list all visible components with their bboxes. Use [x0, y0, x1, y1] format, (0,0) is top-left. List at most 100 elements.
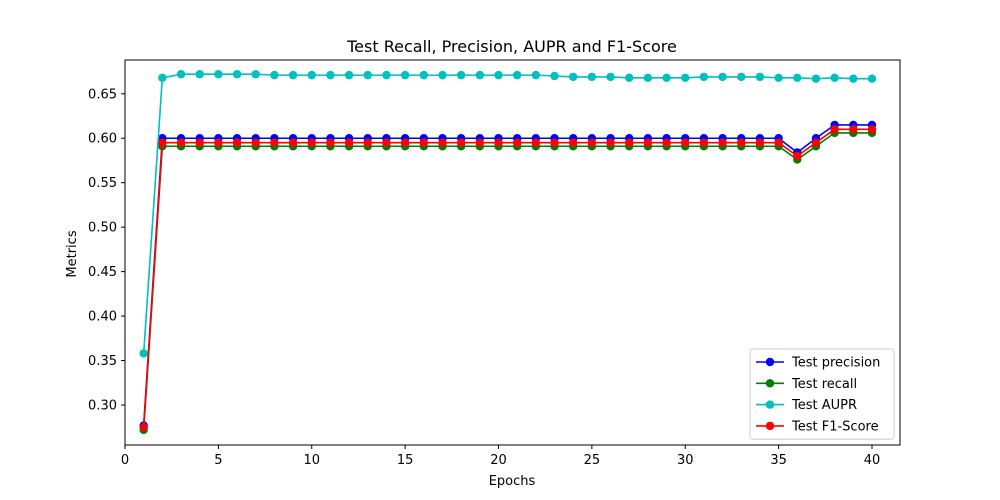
data-point [326, 70, 335, 80]
plot-area [124, 59, 901, 446]
legend-label: Test AUPR [791, 398, 857, 413]
data-point [195, 70, 204, 79]
data-point [251, 138, 260, 147]
legend-box [749, 348, 895, 440]
data-point [288, 138, 298, 147]
data-point [214, 138, 223, 147]
y-tick-label: 0.40 [88, 310, 117, 325]
data-point [606, 138, 615, 147]
data-point [793, 73, 802, 82]
x-tick-label: 35 [770, 453, 787, 468]
series-test-f1-score [139, 125, 877, 432]
data-point [625, 138, 634, 147]
data-point [475, 138, 485, 147]
data-point [400, 138, 410, 147]
data-point [158, 138, 167, 147]
data-point [531, 70, 541, 80]
data-point [755, 138, 765, 147]
data-point [344, 138, 354, 147]
data-point [195, 138, 204, 147]
series-test-aupr [139, 70, 877, 358]
series-group [139, 70, 877, 435]
legend-marker [765, 400, 775, 409]
data-point [830, 73, 839, 82]
y-tick-label: 0.65 [88, 87, 117, 102]
data-point [139, 349, 148, 358]
chart-title: Test Recall, Precision, AUPR and F1-Scor… [346, 37, 677, 56]
legend-item: Test F1-Score [756, 419, 879, 434]
x-tick-label: 10 [303, 453, 320, 468]
data-point [176, 70, 186, 79]
series-line [142, 128, 872, 428]
legend-label: Test recall [791, 377, 857, 392]
x-tick-label: 15 [397, 453, 414, 468]
data-point [625, 73, 634, 82]
y-tick-label: 0.55 [88, 176, 117, 191]
x-axis: 0 5 10 15 20 25 30 35 40 [121, 445, 880, 468]
data-point [270, 70, 279, 80]
data-point [849, 125, 858, 134]
data-point [681, 73, 690, 82]
data-point [326, 138, 335, 147]
data-point [494, 138, 503, 147]
data-point [382, 70, 391, 80]
series-line [142, 124, 872, 426]
data-point [550, 138, 559, 147]
data-point [550, 71, 559, 81]
legend-item: Test recall [756, 377, 857, 392]
data-point [867, 74, 877, 83]
data-point [811, 74, 821, 83]
data-point [774, 73, 783, 82]
y-tick-label: 0.30 [88, 398, 117, 413]
data-point [382, 138, 391, 147]
data-point [288, 70, 298, 80]
series-line [142, 132, 872, 430]
data-point [158, 73, 167, 82]
data-point [643, 73, 653, 82]
data-point [214, 70, 223, 79]
data-point [475, 70, 485, 80]
data-point [456, 138, 466, 147]
data-point [456, 70, 466, 80]
data-point [699, 72, 709, 82]
data-point [568, 72, 578, 82]
data-point [438, 70, 447, 80]
legend-marker [765, 421, 775, 431]
data-point [232, 138, 242, 147]
legend-label: Test precision [791, 356, 880, 371]
x-tick-label: 20 [490, 453, 507, 468]
y-tick-label: 0.60 [88, 132, 117, 147]
x-tick-label: 5 [214, 453, 222, 468]
data-point [419, 138, 428, 147]
data-point [512, 70, 522, 80]
y-tick-label: 0.35 [88, 354, 117, 369]
x-tick-label: 25 [584, 453, 601, 468]
data-point [662, 138, 671, 147]
data-point [774, 138, 783, 147]
data-point [699, 138, 709, 147]
data-point [232, 70, 242, 79]
data-point [755, 72, 765, 82]
legend-item: Test AUPR [756, 398, 857, 413]
data-point [512, 138, 522, 147]
x-tick-label: 0 [121, 453, 129, 468]
legend-marker [765, 379, 775, 388]
legend-marker [765, 357, 775, 367]
legend: Test precision Test recall Test AUPR Test F… [749, 348, 895, 440]
data-point [270, 138, 279, 147]
data-point [849, 74, 858, 83]
data-point [251, 70, 260, 79]
plot-frame [124, 59, 901, 446]
data-point [737, 138, 746, 147]
data-point [531, 138, 541, 147]
data-point [494, 70, 503, 80]
legend-label: Test F1-Score [791, 419, 879, 434]
data-point [718, 72, 727, 82]
y-tick-label: 0.50 [88, 221, 117, 236]
data-point [643, 138, 653, 147]
data-point [718, 138, 727, 147]
data-point [344, 70, 354, 80]
data-point [793, 151, 802, 161]
x-tick-label: 40 [864, 453, 881, 468]
